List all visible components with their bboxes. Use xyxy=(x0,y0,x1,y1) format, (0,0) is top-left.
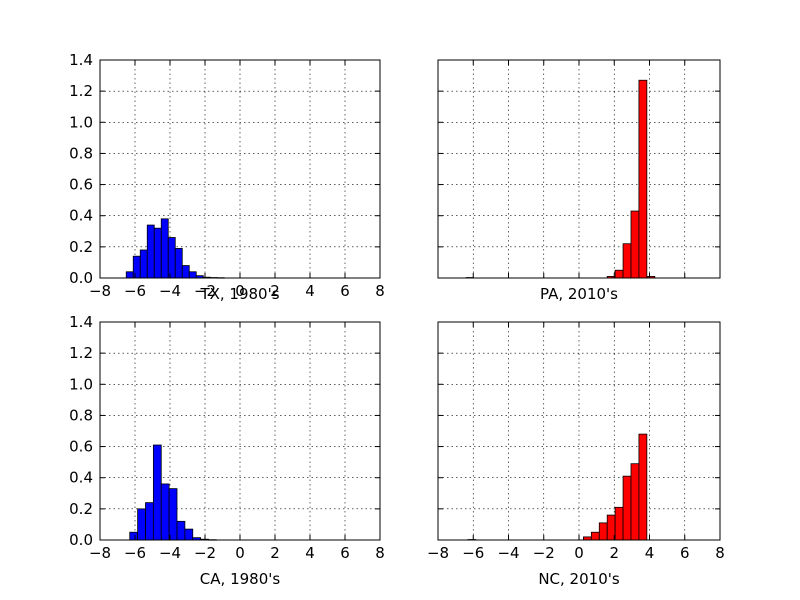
y-tick-label: 0.6 xyxy=(69,176,93,194)
x-tick-label: −2 xyxy=(194,544,216,562)
y-tick-label: 0.2 xyxy=(69,500,93,518)
panel-ca-1980s: −8 −6 −4 −2 0 2 4 6 8 0.0 0.2 0.4 0.6 0.8 1.0 1.2 1.4 CA… xyxy=(69,313,385,588)
histogram-bar xyxy=(614,506,624,541)
x-tick-label: 4 xyxy=(305,544,315,562)
y-tick-label: 0.0 xyxy=(69,531,93,549)
histogram-bar xyxy=(184,528,194,541)
y-tick-label: 0.8 xyxy=(69,144,93,162)
x-tick-label: −8 xyxy=(427,544,449,562)
histogram-bar xyxy=(145,502,154,541)
histogram-bar xyxy=(174,248,183,279)
x-tick-label: −8 xyxy=(89,544,111,562)
x-tick-label: 8 xyxy=(375,544,385,562)
histogram-bar xyxy=(129,531,139,541)
histogram-bar xyxy=(638,433,648,541)
histogram-bar xyxy=(168,488,178,541)
x-tick-label: 2 xyxy=(270,282,280,300)
x-tick-label: −6 xyxy=(124,544,146,562)
histogram-bar xyxy=(630,210,640,279)
ticks-pa xyxy=(437,59,721,279)
y-tick-label: 0.4 xyxy=(69,207,93,225)
x-tick-label: 6 xyxy=(340,282,350,300)
histogram-bar xyxy=(622,475,632,541)
x-tick-label: 8 xyxy=(375,282,385,300)
histogram-bar xyxy=(188,271,197,279)
panel-label-pa: PA, 2010's xyxy=(540,285,618,303)
panel-label-ca: CA, 1980's xyxy=(200,570,281,588)
histogram-bar xyxy=(153,227,162,279)
x-tick-label: −2 xyxy=(533,544,555,562)
histogram-bar xyxy=(139,249,148,279)
x-tick-label: 0 xyxy=(235,282,245,300)
x-tick-label: −6 xyxy=(462,544,484,562)
histogram-bar xyxy=(598,522,608,541)
panel-label-nc: NC, 2010's xyxy=(538,570,620,588)
histogram-bar xyxy=(167,237,176,279)
y-tick-label: 1.0 xyxy=(69,375,93,393)
histogram-bar xyxy=(125,271,134,279)
bars-tx xyxy=(125,218,225,279)
x-tick-label: 4 xyxy=(645,544,655,562)
y-tick-label: 1.0 xyxy=(69,113,93,131)
histogram-bar xyxy=(590,531,600,541)
panel-pa-2010s: PA, 2010's xyxy=(437,59,721,303)
ticks-ca: −8 −6 −4 −2 0 2 4 6 8 0.0 0.2 0.4 0.6 0.8 1.0 1.2 1.4 xyxy=(69,313,385,562)
x-tick-label: 0 xyxy=(235,544,245,562)
panel-tx-1980s: −8 −6 −4 −2 0 2 4 6 8 0.0 0.2 0.4 0.6 0.8 1.0 1.2 1.4 TX… xyxy=(69,51,385,303)
histogram-bar xyxy=(622,243,632,279)
x-tick-label: 8 xyxy=(715,544,725,562)
histogram-bar xyxy=(160,218,169,279)
histogram-bar xyxy=(160,483,170,541)
histogram-bar xyxy=(146,224,155,279)
x-tick-label: −2 xyxy=(194,282,216,300)
x-tick-label: 2 xyxy=(609,544,619,562)
x-tick-label: −8 xyxy=(89,282,111,300)
x-tick-label: −4 xyxy=(497,544,519,562)
panel-nc-2010s: −8 −6 −4 −2 0 2 4 6 8 NC, 2010's xyxy=(427,321,725,588)
histogram-bar xyxy=(176,520,186,541)
y-tick-label: 0.2 xyxy=(69,238,93,256)
histogram-bar xyxy=(132,255,141,279)
y-tick-label: 1.4 xyxy=(69,313,93,331)
x-tick-label: −6 xyxy=(124,282,146,300)
x-tick-label: 4 xyxy=(305,282,315,300)
x-tick-label: 6 xyxy=(340,544,350,562)
histogram-bar xyxy=(614,269,624,279)
histogram-bar xyxy=(152,444,162,541)
y-tick-label: 0.0 xyxy=(69,269,93,287)
ticks-tx: −8 −6 −4 −2 0 2 4 6 8 0.0 0.2 0.4 0.6 0.8 1.0 1.2 1.4 xyxy=(69,51,385,300)
histogram-bar xyxy=(137,508,146,541)
grid-ca xyxy=(99,321,381,541)
x-tick-label: −4 xyxy=(159,282,181,300)
x-tick-label: 2 xyxy=(270,544,280,562)
ticks-nc: −8 −6 −4 −2 0 2 4 6 8 xyxy=(427,321,725,562)
y-tick-label: 1.4 xyxy=(69,51,93,69)
histogram-bar xyxy=(638,79,648,279)
x-tick-label: 6 xyxy=(680,544,690,562)
y-tick-label: 0.6 xyxy=(69,438,93,456)
y-tick-label: 0.8 xyxy=(69,406,93,424)
histogram-bar xyxy=(181,265,190,279)
y-tick-label: 1.2 xyxy=(69,82,93,100)
x-tick-label: −4 xyxy=(159,544,181,562)
x-tick-label: 0 xyxy=(574,544,584,562)
histogram-bar xyxy=(630,463,640,541)
y-tick-label: 1.2 xyxy=(69,344,93,362)
y-tick-label: 0.4 xyxy=(69,469,93,487)
panel-label-tx: TX, 1980's xyxy=(199,285,279,303)
